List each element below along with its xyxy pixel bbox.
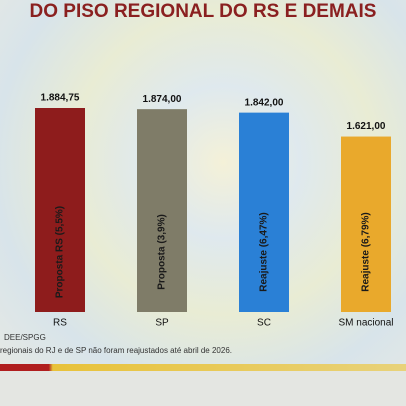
footer-stripe [0, 364, 406, 371]
bar [137, 109, 187, 313]
footnote: regionais do RJ e de SP não foram reajus… [0, 346, 232, 355]
footer-area [0, 371, 406, 406]
bar [239, 112, 289, 312]
source: DEE/SPGG [4, 333, 46, 342]
bar-label: Proposta (3,9%) [157, 214, 168, 290]
bar-label: Reajuste (6,79%) [361, 212, 372, 291]
value-label: 1.621,00 [347, 121, 386, 132]
chart-title: DO PISO REGIONAL DO RS E DEMAIS [30, 1, 377, 22]
x-tick-label: SM nacional [338, 318, 393, 329]
bar [341, 136, 391, 312]
x-tick-label: SP [155, 318, 169, 329]
bar-label: Proposta RS (5,5%) [55, 206, 66, 298]
value-label: 1.842,00 [245, 97, 284, 108]
x-tick-label: RS [53, 318, 67, 329]
value-label: 1.874,00 [143, 94, 182, 105]
bar [35, 108, 85, 312]
value-label: 1.884,75 [41, 93, 80, 104]
x-tick-label: SC [257, 318, 271, 329]
bar-label: Reajuste (6,47%) [259, 212, 270, 291]
